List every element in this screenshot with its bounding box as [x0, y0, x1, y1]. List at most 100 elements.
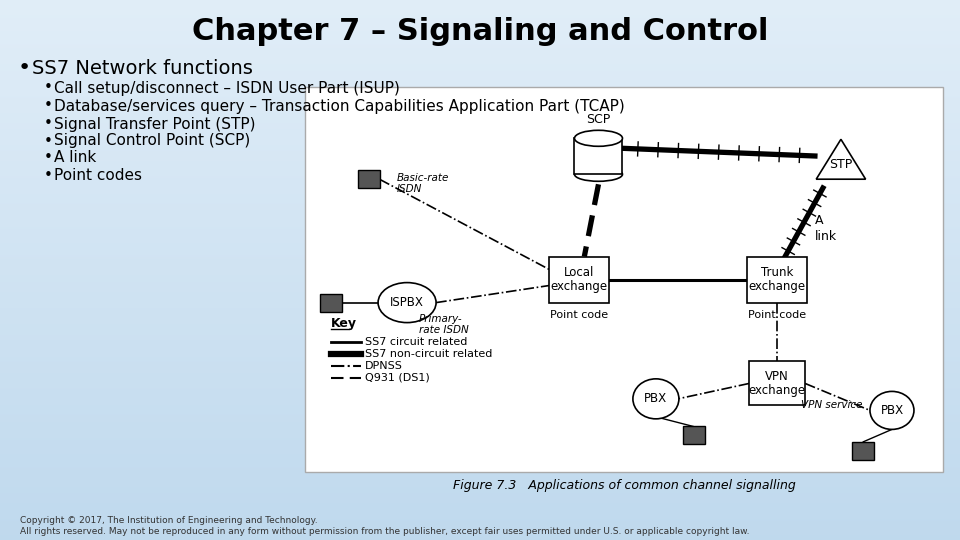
Bar — [0, 79, 960, 80]
Bar — [0, 101, 960, 102]
Bar — [0, 414, 960, 415]
Bar — [0, 72, 960, 73]
Bar — [0, 321, 960, 322]
Bar — [0, 61, 960, 62]
Bar — [0, 206, 960, 207]
Bar — [0, 423, 960, 424]
Bar — [0, 77, 960, 78]
Bar — [0, 197, 960, 198]
Bar — [0, 50, 960, 51]
Bar — [0, 2, 960, 3]
Bar — [0, 311, 960, 312]
Bar — [0, 254, 960, 255]
Bar — [0, 335, 960, 336]
Text: Signal Transfer Point (STP): Signal Transfer Point (STP) — [54, 117, 255, 132]
Bar — [0, 436, 960, 437]
Bar — [0, 96, 960, 97]
Bar — [0, 361, 960, 362]
Bar — [0, 246, 960, 247]
Bar — [0, 40, 960, 41]
Text: •: • — [44, 80, 53, 96]
Bar — [0, 119, 960, 120]
Bar — [0, 69, 960, 70]
Bar — [0, 3, 960, 4]
Bar — [0, 146, 960, 147]
Bar — [0, 460, 960, 461]
Bar — [0, 352, 960, 353]
Bar — [0, 37, 960, 38]
Bar — [0, 177, 960, 178]
Text: Database/services query – Transaction Capabilities Application Part (TCAP): Database/services query – Transaction Ca… — [54, 98, 625, 113]
Bar — [0, 475, 960, 476]
Bar — [0, 135, 960, 136]
Bar — [0, 299, 960, 300]
Bar — [0, 214, 960, 215]
Bar — [0, 526, 960, 527]
Bar — [0, 10, 960, 11]
Bar — [0, 539, 960, 540]
Bar — [0, 138, 960, 139]
Bar — [0, 145, 960, 146]
Bar — [0, 43, 960, 44]
Bar — [0, 379, 960, 380]
Bar — [0, 9, 960, 10]
Bar — [0, 320, 960, 321]
Bar — [0, 341, 960, 342]
Bar — [0, 367, 960, 368]
Bar — [0, 41, 960, 42]
Bar — [0, 25, 960, 26]
Bar — [0, 349, 960, 350]
Bar — [0, 128, 960, 129]
Bar — [0, 398, 960, 399]
Bar — [0, 201, 960, 202]
Bar — [0, 116, 960, 117]
Bar — [0, 212, 960, 213]
Bar — [0, 325, 960, 326]
Bar — [0, 364, 960, 365]
Bar — [0, 140, 960, 141]
Bar — [0, 80, 960, 81]
Bar — [0, 421, 960, 422]
Bar — [0, 129, 960, 130]
Text: VPN service: VPN service — [801, 400, 862, 410]
Bar — [0, 251, 960, 252]
Bar — [0, 334, 960, 335]
Bar — [0, 124, 960, 125]
Bar — [0, 429, 960, 430]
Bar — [0, 245, 960, 246]
Bar — [0, 193, 960, 194]
Bar — [0, 283, 960, 284]
Bar — [0, 522, 960, 523]
Bar — [0, 21, 960, 22]
Bar — [0, 452, 960, 453]
Bar — [0, 343, 960, 344]
Bar — [0, 413, 960, 414]
Bar — [0, 411, 960, 412]
Bar — [0, 203, 960, 204]
Bar — [0, 375, 960, 376]
Bar — [0, 512, 960, 513]
Bar — [0, 142, 960, 143]
Bar — [0, 161, 960, 162]
Bar — [0, 449, 960, 450]
Bar — [0, 480, 960, 481]
Bar — [0, 98, 960, 99]
Bar — [0, 392, 960, 393]
Bar — [0, 372, 960, 373]
Bar — [0, 171, 960, 172]
FancyBboxPatch shape — [549, 256, 610, 302]
Bar — [0, 181, 960, 182]
Bar — [0, 194, 960, 195]
Bar — [0, 82, 960, 83]
Bar — [0, 160, 960, 161]
Bar — [0, 406, 960, 407]
Bar — [0, 207, 960, 208]
Bar — [0, 447, 960, 448]
Bar — [0, 351, 960, 352]
Bar — [0, 363, 960, 364]
Text: A
link: A link — [815, 214, 837, 242]
Bar — [0, 91, 960, 92]
Bar — [0, 399, 960, 400]
Bar — [0, 356, 960, 357]
Polygon shape — [816, 139, 866, 179]
